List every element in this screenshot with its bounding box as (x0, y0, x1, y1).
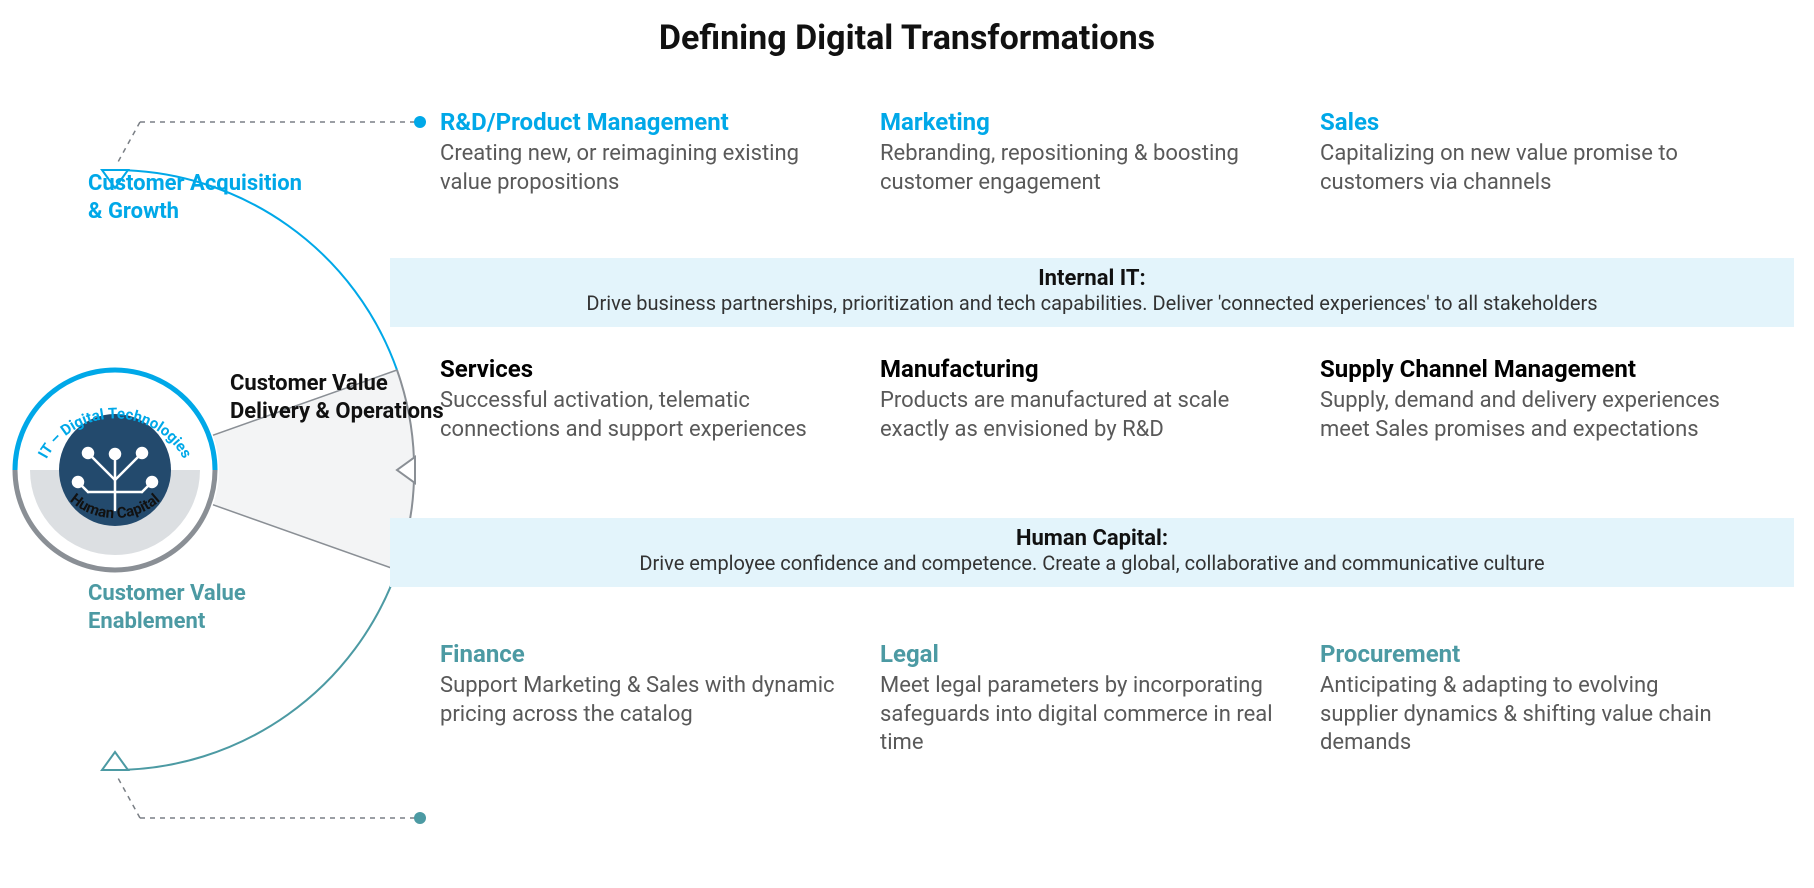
band-it-title: Internal IT: (410, 266, 1774, 291)
col-manufacturing: Manufacturing Products are manufactured … (880, 355, 1280, 444)
col-supply: Supply Channel Management Supply, demand… (1320, 355, 1720, 444)
band-hc: Human Capital: Drive employee confidence… (390, 518, 1794, 587)
col-desc: Support Marketing & Sales with dynamic p… (440, 672, 840, 729)
segment-middle-label: Customer Value Delivery & Operations (230, 370, 450, 425)
band-hc-desc: Drive employee confidence and competence… (410, 551, 1774, 575)
notch-bot (102, 752, 128, 770)
col-title: R&D/Product Management (440, 108, 840, 136)
col-title: Finance (440, 640, 840, 668)
segment-bottom-label: Customer Value Enablement (88, 580, 308, 635)
col-legal: Legal Meet legal parameters by incorpora… (880, 640, 1280, 758)
row-top: R&D/Product Management Creating new, or … (440, 108, 1794, 197)
col-rd: R&D/Product Management Creating new, or … (440, 108, 840, 197)
col-services: Services Successful activation, telemati… (440, 355, 840, 444)
col-title: Procurement (1320, 640, 1720, 668)
col-desc: Anticipating & adapting to evolving supp… (1320, 672, 1720, 758)
col-title: Manufacturing (880, 355, 1280, 383)
col-finance: Finance Support Marketing & Sales with d… (440, 640, 840, 758)
connector-bot-dot (414, 812, 426, 824)
col-desc: Creating new, or reimagining existing va… (440, 140, 840, 197)
row-middle: Services Successful activation, telemati… (440, 355, 1794, 444)
band-hc-title: Human Capital: (410, 526, 1774, 551)
col-desc: Supply, demand and delivery experiences … (1320, 387, 1720, 444)
col-desc: Successful activation, telematic connect… (440, 387, 840, 444)
col-sales: Sales Capitalizing on new value promise … (1320, 108, 1720, 197)
col-marketing: Marketing Rebranding, repositioning & bo… (880, 108, 1280, 197)
col-title: Marketing (880, 108, 1280, 136)
connector-top-vert (118, 122, 140, 162)
col-desc: Capitalizing on new value promise to cus… (1320, 140, 1720, 197)
col-desc: Rebranding, repositioning & boosting cus… (880, 140, 1280, 197)
segment-top-label: Customer Acquisition & Growth (88, 170, 308, 225)
band-it: Internal IT: Drive business partnerships… (390, 258, 1794, 327)
col-title: Sales (1320, 108, 1720, 136)
col-title: Services (440, 355, 840, 383)
col-procurement: Procurement Anticipating & adapting to e… (1320, 640, 1720, 758)
col-desc: Meet legal parameters by incorporating s… (880, 672, 1280, 758)
diagram-title: Defining Digital Transformations (659, 18, 1155, 58)
col-title: Legal (880, 640, 1280, 668)
row-bottom: Finance Support Marketing & Sales with d… (440, 640, 1794, 758)
col-desc: Products are manufactured at scale exact… (880, 387, 1280, 444)
connector-bot-vert (118, 778, 140, 818)
col-title: Supply Channel Management (1320, 355, 1720, 383)
connector-top-dot (414, 116, 426, 128)
band-it-desc: Drive business partnerships, prioritizat… (410, 291, 1774, 315)
